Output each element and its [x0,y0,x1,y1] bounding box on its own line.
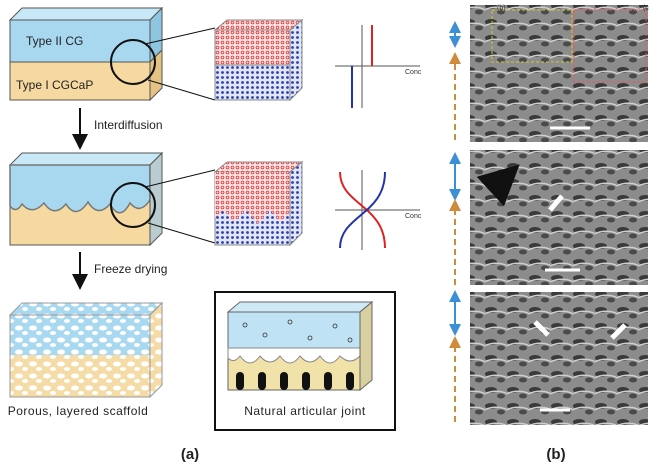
layer-label: Type I CGCaP [16,78,93,92]
inset-label: (c [643,5,649,12]
layer-label: Type II CG [26,34,83,48]
sem-images [470,5,648,425]
conc-plot: Conc [335,170,422,250]
axis-label: Conc [405,69,422,76]
zoom-cube [215,20,302,100]
inset-label: (b) [497,5,506,12]
zoom-cube [215,162,302,245]
interdiffused-block [10,153,162,245]
step-label: Interdiffusion [94,118,163,132]
bilayer-block: Type II CG Type I CGCaP [10,8,162,100]
step-label: Freeze drying [94,262,167,276]
caption: Natural articular joint [244,404,366,418]
panel-label: (b) [546,446,565,463]
caption: Porous, layered scaffold [8,404,149,418]
figure: Type II CG Type I CGCaP Conc Interdiffus… [0,0,652,466]
porous-block [10,303,162,397]
panel-label: (a) [181,446,199,463]
conc-plot: Conc [335,25,422,108]
axis-label: Conc [405,213,422,220]
